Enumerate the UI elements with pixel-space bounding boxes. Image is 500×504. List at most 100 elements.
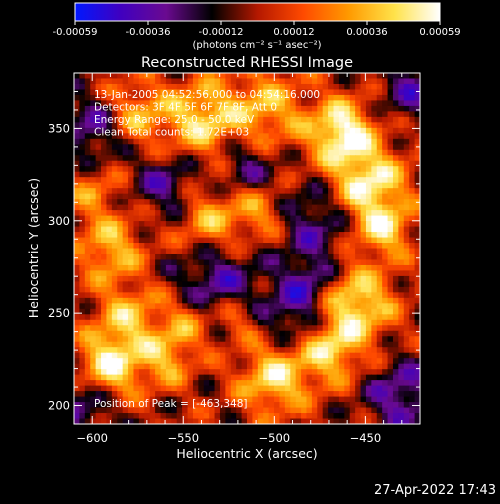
heatmap-cell bbox=[344, 232, 351, 239]
heatmap-cell bbox=[95, 385, 102, 392]
heatmap-cell bbox=[306, 380, 313, 387]
heatmap-cell bbox=[387, 413, 394, 420]
heatmap-cell bbox=[398, 204, 405, 211]
heatmap-cell bbox=[241, 402, 248, 409]
heatmap-cell bbox=[198, 297, 205, 304]
heatmap-cell bbox=[214, 204, 221, 211]
heatmap-cell bbox=[198, 308, 205, 315]
heatmap-cell bbox=[328, 177, 335, 184]
heatmap-cell bbox=[392, 127, 399, 134]
heatmap-cell bbox=[165, 243, 172, 250]
heatmap-cell bbox=[306, 226, 313, 233]
heatmap-cell bbox=[165, 308, 172, 315]
heatmap-cell bbox=[219, 374, 226, 381]
heatmap-cell bbox=[247, 144, 254, 151]
heatmap-cell bbox=[328, 380, 335, 387]
heatmap-cell bbox=[128, 264, 135, 272]
heatmap-cell bbox=[306, 89, 313, 96]
heatmap-cell bbox=[192, 138, 199, 145]
heatmap-cell bbox=[274, 308, 281, 315]
heatmap-cell bbox=[198, 358, 205, 365]
heatmap-cell bbox=[176, 325, 183, 332]
heatmap-cell bbox=[187, 264, 194, 272]
heatmap-cell bbox=[301, 226, 308, 233]
heatmap-cell bbox=[274, 210, 281, 217]
heatmap-cell bbox=[338, 243, 345, 250]
heatmap-cell bbox=[371, 89, 378, 96]
heatmap-cell bbox=[306, 155, 313, 162]
heatmap-cell bbox=[376, 73, 383, 80]
heatmap-cell bbox=[187, 166, 194, 173]
heatmap-cell bbox=[138, 253, 145, 261]
heatmap-cell bbox=[219, 292, 226, 299]
heatmap-cell bbox=[279, 358, 286, 365]
heatmap-cell bbox=[322, 188, 329, 195]
heatmap-cell bbox=[414, 89, 420, 96]
heatmap-cell bbox=[171, 413, 178, 420]
heatmap-cell bbox=[398, 243, 405, 250]
heatmap-cell bbox=[365, 193, 372, 200]
heatmap-cell bbox=[365, 122, 372, 129]
heatmap-cell bbox=[236, 248, 243, 255]
heatmap-cell bbox=[376, 248, 383, 255]
heatmap-cell bbox=[138, 210, 145, 217]
heatmap-cell bbox=[117, 78, 124, 85]
heatmap-cell bbox=[84, 166, 91, 173]
heatmap-cell bbox=[409, 363, 416, 370]
heatmap-cell bbox=[128, 105, 135, 112]
heatmap-cell bbox=[371, 281, 378, 288]
heatmap-cell bbox=[360, 369, 367, 376]
heatmap-cell bbox=[274, 204, 281, 211]
heatmap-cell bbox=[90, 83, 97, 91]
heatmap-cell bbox=[284, 94, 291, 102]
heatmap-cell bbox=[138, 418, 145, 424]
heatmap-cell bbox=[165, 363, 172, 370]
heatmap-cell bbox=[322, 341, 329, 348]
heatmap-cell bbox=[203, 100, 210, 107]
heatmap-cell bbox=[257, 182, 264, 189]
heatmap-cell bbox=[333, 226, 340, 233]
heatmap-cell bbox=[95, 149, 102, 156]
heatmap-cell bbox=[338, 215, 345, 222]
heatmap-cell bbox=[209, 215, 216, 222]
heatmap-cell bbox=[382, 171, 389, 178]
heatmap-cell bbox=[376, 297, 383, 304]
heatmap-cell bbox=[230, 166, 237, 173]
heatmap-cell bbox=[176, 369, 183, 376]
heatmap-cell bbox=[160, 243, 167, 250]
heatmap-cell bbox=[284, 297, 291, 304]
heatmap-cell bbox=[138, 188, 145, 195]
heatmap-cell bbox=[182, 188, 189, 195]
heatmap-cell bbox=[155, 275, 162, 283]
heatmap-cell bbox=[74, 73, 81, 80]
heatmap-cell bbox=[122, 391, 129, 398]
heatmap-cell bbox=[344, 374, 351, 381]
heatmap-cell bbox=[317, 221, 324, 228]
heatmap-cell bbox=[214, 363, 221, 370]
heatmap-cell bbox=[403, 259, 410, 266]
heatmap-cell bbox=[349, 391, 356, 398]
heatmap-cell bbox=[128, 391, 135, 398]
heatmap-cell bbox=[106, 116, 113, 123]
heatmap-cell bbox=[344, 391, 351, 398]
heatmap-cell bbox=[333, 243, 340, 250]
heatmap-cell bbox=[117, 418, 124, 424]
heatmap-cell bbox=[257, 380, 264, 387]
heatmap-cell bbox=[117, 177, 124, 184]
heatmap-cell bbox=[328, 100, 335, 107]
heatmap-cell bbox=[252, 358, 259, 365]
heatmap-cell bbox=[252, 111, 259, 118]
heatmap-cell bbox=[95, 270, 102, 277]
heatmap-cell bbox=[252, 341, 259, 348]
heatmap-cell bbox=[355, 391, 362, 398]
heatmap-cell bbox=[117, 270, 124, 277]
heatmap-cell bbox=[117, 210, 124, 217]
heatmap-cell bbox=[295, 215, 302, 222]
heatmap-cell bbox=[155, 144, 162, 151]
heatmap-cell bbox=[203, 133, 210, 140]
heatmap-cell bbox=[403, 358, 410, 365]
heatmap-cell bbox=[203, 188, 210, 195]
heatmap-cell bbox=[333, 105, 340, 112]
heatmap-cell bbox=[111, 105, 118, 112]
heatmap-cell bbox=[155, 248, 162, 255]
